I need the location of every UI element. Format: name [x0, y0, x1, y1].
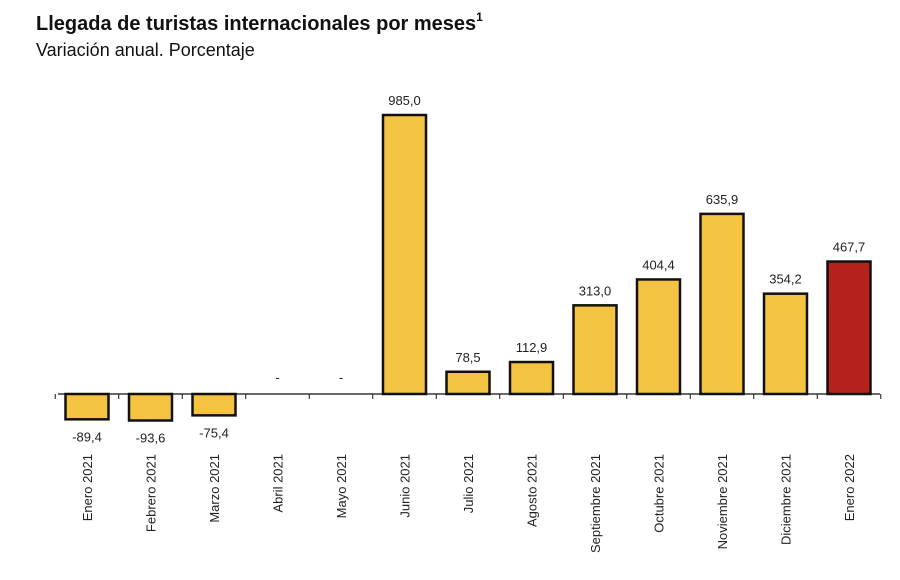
- data-label: -89,4: [72, 429, 102, 444]
- bar: [699, 212, 745, 396]
- category-label: Noviembre 2021: [715, 454, 730, 549]
- data-label: 313,0: [579, 283, 612, 298]
- category-label: Mayo 2021: [334, 454, 349, 518]
- bar: [508, 360, 555, 396]
- data-label: 404,4: [642, 257, 675, 272]
- bar: [191, 392, 237, 417]
- category-label: Abril 2021: [271, 454, 286, 513]
- data-label: -75,4: [199, 425, 229, 440]
- data-label: -: [339, 370, 343, 385]
- data-label: 985,0: [388, 93, 421, 108]
- title-footnote: 1: [476, 10, 483, 24]
- category-label: Enero 2021: [80, 454, 95, 521]
- category-label: Enero 2022: [842, 454, 857, 521]
- bar: [381, 113, 428, 396]
- category-label: Diciembre 2021: [779, 454, 794, 545]
- category-label: Octubre 2021: [652, 454, 667, 533]
- category-label: Junio 2021: [398, 454, 413, 518]
- bar: [635, 278, 682, 396]
- bar: [445, 370, 491, 396]
- data-label: 467,7: [833, 240, 866, 255]
- data-label: -: [275, 370, 279, 385]
- chart-title: Llegada de turistas internacionales por …: [36, 10, 483, 35]
- bar: [762, 292, 809, 396]
- data-label: 78,5: [455, 350, 480, 365]
- bar: [572, 304, 618, 396]
- data-label: 635,9: [706, 192, 739, 207]
- chart-subtitle: Variación anual. Porcentaje: [36, 40, 255, 60]
- bar: [64, 392, 110, 421]
- category-label: Marzo 2021: [207, 454, 222, 523]
- bar: [127, 392, 174, 422]
- category-label: Febrero 2021: [144, 454, 159, 532]
- data-label: 354,2: [769, 272, 802, 287]
- category-label: Septiembre 2021: [588, 454, 603, 553]
- data-label: 112,9: [516, 340, 548, 355]
- data-label: -93,6: [136, 431, 166, 446]
- bar: [826, 260, 872, 396]
- category-label: Julio 2021: [461, 454, 476, 513]
- category-label: Agosto 2021: [525, 454, 540, 527]
